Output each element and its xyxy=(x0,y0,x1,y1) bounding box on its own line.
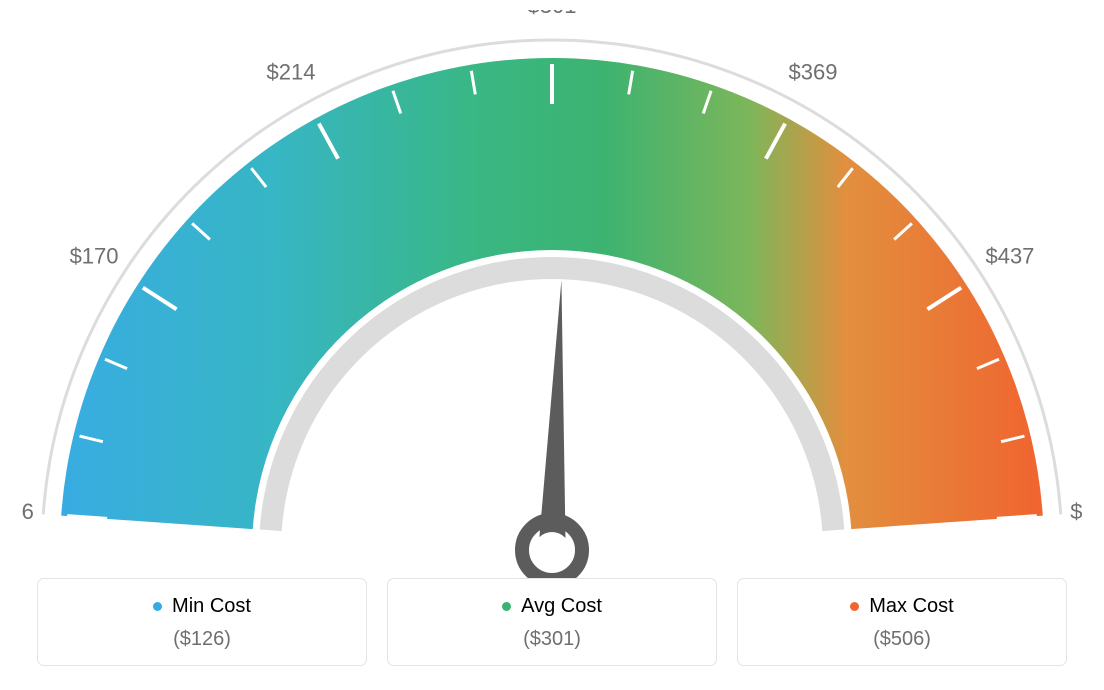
legend-avg-value: ($301) xyxy=(388,628,716,651)
dot-icon xyxy=(153,602,162,611)
legend-card-min: Min Cost ($126) xyxy=(37,578,367,666)
legend-card-avg: Avg Cost ($301) xyxy=(387,578,717,666)
legend-row: Min Cost ($126) Avg Cost ($301) Max Cost… xyxy=(37,578,1067,666)
legend-max-title: Max Cost xyxy=(869,595,953,618)
gauge-tick-label: $506 xyxy=(1070,499,1082,524)
gauge-tick-label: $126 xyxy=(22,499,34,524)
legend-card-max: Max Cost ($506) xyxy=(737,578,1067,666)
legend-min-title: Min Cost xyxy=(172,595,251,618)
legend-max-value: ($506) xyxy=(738,628,1066,651)
gauge: $126 $170 $214 $301 $369 $437 $506 xyxy=(22,10,1082,570)
gauge-tick-label: $437 xyxy=(985,243,1034,268)
gauge-tick-label: $369 xyxy=(788,60,837,85)
dot-icon xyxy=(850,602,859,611)
legend-min-value: ($126) xyxy=(38,628,366,651)
gauge-tick-label: $170 xyxy=(70,243,119,268)
legend-avg-title: Avg Cost xyxy=(521,595,602,618)
gauge-tick-label: $301 xyxy=(528,10,577,18)
cost-gauge-widget: $126 $170 $214 $301 $369 $437 $506 Min Cost ($… xyxy=(0,0,1104,690)
dot-icon xyxy=(502,602,511,611)
gauge-tick-label: $214 xyxy=(267,60,316,85)
